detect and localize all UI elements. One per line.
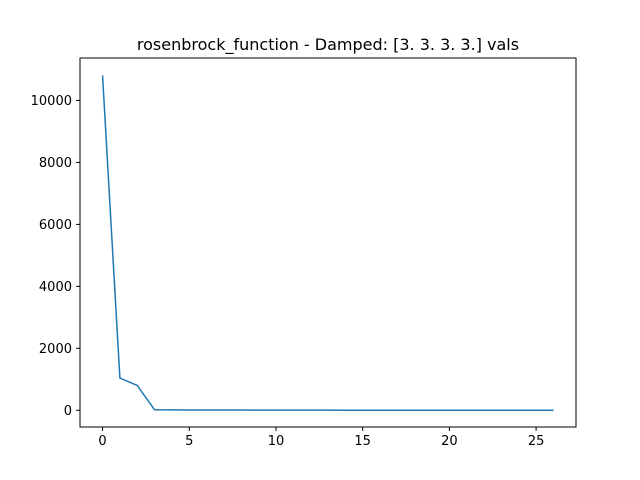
x-tick-label: 5 (185, 434, 193, 449)
plot-area (101, 75, 554, 412)
series-line-0 (101, 75, 554, 412)
x-axis: 0 5 10 15 20 25 (98, 427, 544, 449)
y-tick-label: 0 (64, 404, 72, 419)
y-tick-label: 2000 (39, 342, 72, 357)
x-tick-label: 10 (268, 434, 285, 449)
chart-title: rosenbrock_function - Damped: [3. 3. 3. … (137, 35, 519, 55)
axes-frame (79, 57, 577, 428)
x-tick-label: 25 (528, 434, 545, 449)
y-tick-label: 8000 (39, 156, 72, 171)
y-tick-label: 4000 (39, 280, 72, 295)
x-tick-label: 15 (354, 434, 371, 449)
y-tick-label: 6000 (39, 218, 72, 233)
x-tick-label: 0 (98, 434, 106, 449)
y-axis: 0 2000 4000 6000 8000 10000 (31, 94, 80, 419)
y-tick-label: 10000 (31, 94, 72, 109)
x-tick-label: 20 (441, 434, 458, 449)
